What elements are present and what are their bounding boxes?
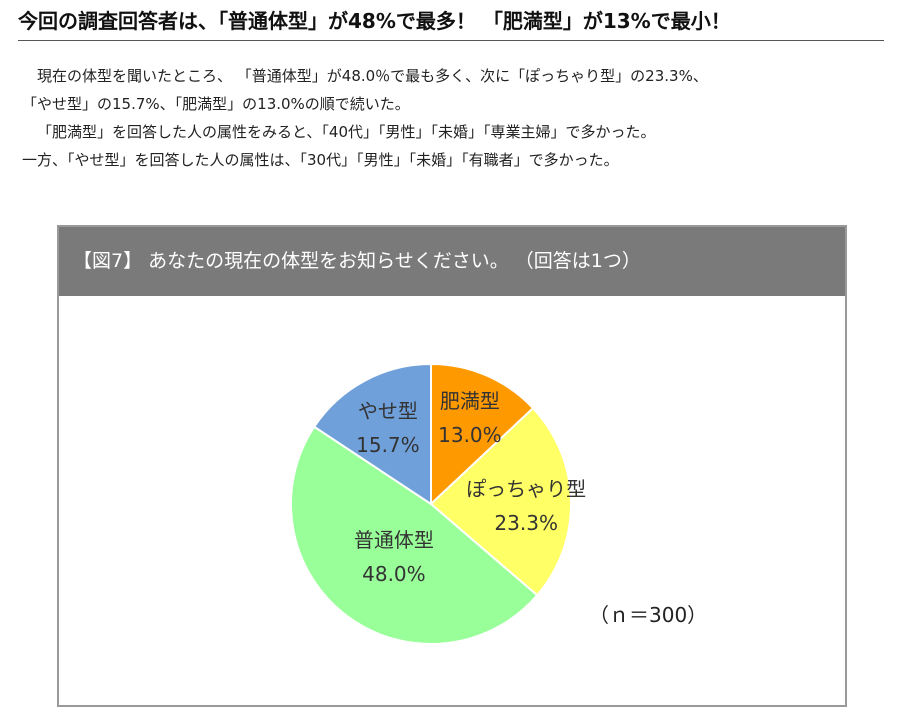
headline: 今回の調査回答者は、「普通体型」が48%で最多！ 「肥満型」が13%で最小！ (18, 6, 884, 41)
figure-panel: 【図7】 あなたの現在の体型をお知らせください。 （回答は1つ） 肥満型 13.0… (57, 225, 847, 707)
pie-slice-3 (312, 362, 432, 506)
pie-slice-0 (430, 362, 535, 507)
figure-title: 【図7】 あなたの現在の体型をお知らせください。 （回答は1つ） (59, 227, 845, 296)
pie-label-value-0: 13.0% (438, 423, 502, 447)
pie-label-value-2: 48.0% (362, 562, 426, 586)
summary-line-4: 一方、「やせ型」を回答した人の属性は、「30代」「男性」「未婚」「有職者」で多か… (22, 151, 619, 169)
pie-label-3: やせ型 15.7% (356, 399, 420, 457)
pie-chart: 肥満型 13.0% ぽっちゃり型 23.3% 普通体型 48.0% やせ型 15.7% (290, 362, 586, 645)
summary-text: 現在の体型を聞いたところ、 「普通体型」が48.0％で最も多く、次に「ぽっちゃり… (22, 62, 882, 174)
sample-size: （ｎ＝300） (589, 603, 708, 627)
summary-line-1: 現在の体型を聞いたところ、 「普通体型」が48.0％で最も多く、次に「ぽっちゃり… (37, 67, 708, 85)
pie-label-value-1: 23.3% (494, 511, 558, 535)
summary-line-3: 「肥満型」を回答した人の属性をみると、「40代」「男性」「未婚」「専業主婦」で多… (37, 123, 656, 141)
pie-label-name-3: やせ型 (358, 399, 418, 423)
pie-label-1: ぽっちゃり型 23.3% (466, 477, 586, 535)
pie-slice-1 (429, 406, 572, 597)
pie-label-name-2: 普通体型 (354, 528, 434, 552)
pie-label-0: 肥満型 13.0% (438, 389, 502, 447)
pie-slice-2 (290, 425, 539, 645)
pie-label-name-0: 肥満型 (440, 389, 500, 413)
pie-label-value-3: 15.7% (356, 433, 420, 457)
summary-line-2: 「やせ型」の15.7%、「肥満型」の13.0%の順で続いた。 (22, 95, 410, 113)
pie-label-2: 普通体型 48.0% (354, 528, 434, 586)
pie-label-name-1: ぽっちゃり型 (466, 477, 586, 501)
